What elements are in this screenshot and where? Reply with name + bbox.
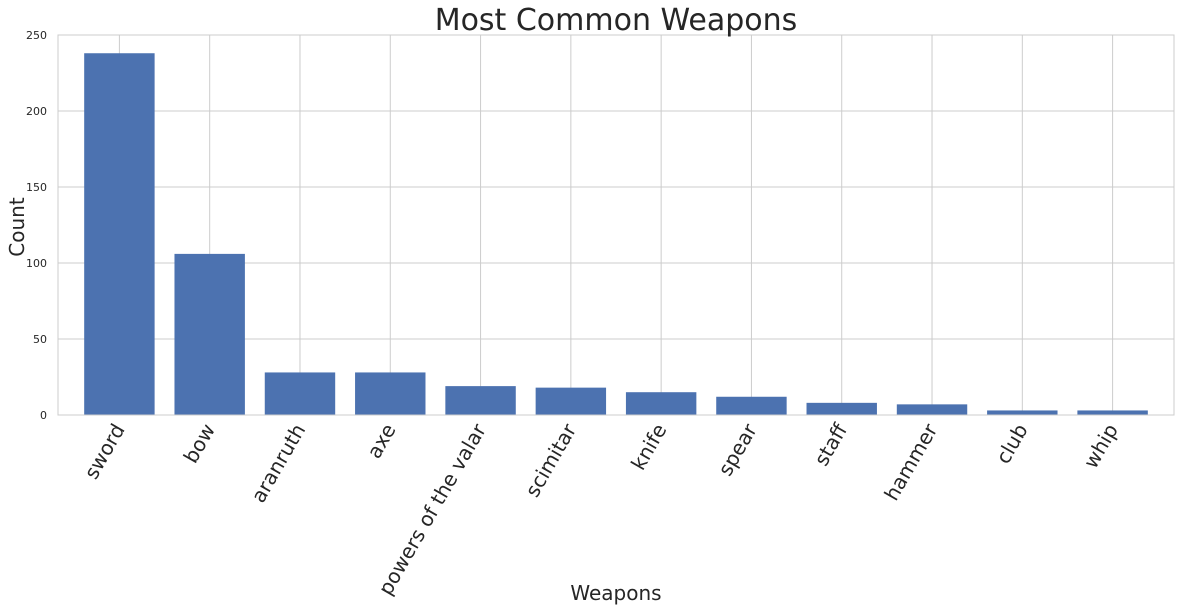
y-tick-label: 0 bbox=[40, 409, 47, 422]
x-tick-label: spear bbox=[713, 419, 762, 480]
x-tick-label: knife bbox=[626, 420, 671, 475]
y-axis-ticks: 0 50 100 150 200 250 bbox=[26, 29, 47, 422]
x-tick-label: whip bbox=[1078, 420, 1122, 473]
bar-spear bbox=[716, 396, 787, 415]
bars bbox=[84, 53, 1148, 416]
bar-bow bbox=[174, 253, 245, 415]
y-tick-label: 200 bbox=[26, 105, 47, 118]
y-axis-label: Count bbox=[5, 197, 29, 257]
x-tick-label: bow bbox=[179, 420, 220, 468]
bar-powers-of-the-valar bbox=[445, 386, 516, 415]
x-tick-label: sword bbox=[79, 420, 130, 484]
bar-club bbox=[987, 410, 1058, 415]
x-tick-label: staff bbox=[809, 418, 853, 469]
bar-whip bbox=[1077, 410, 1148, 415]
y-tick-label: 100 bbox=[26, 257, 47, 270]
bar-sword bbox=[84, 53, 155, 416]
y-tick-label: 150 bbox=[26, 181, 47, 194]
bar-knife bbox=[625, 392, 697, 415]
chart-title: Most Common Weapons bbox=[435, 3, 798, 38]
bar-hammer bbox=[896, 404, 968, 415]
x-tick-label: scimitar bbox=[520, 419, 581, 501]
bar-aranruth bbox=[264, 372, 336, 415]
x-tick-label: axe bbox=[362, 420, 401, 463]
x-tick-label: hammer bbox=[879, 419, 942, 505]
bar-scimitar bbox=[535, 387, 607, 415]
x-axis-label: Weapons bbox=[570, 581, 661, 605]
y-tick-label: 50 bbox=[33, 333, 47, 346]
plot-frame bbox=[57, 34, 1175, 416]
bar-staff bbox=[806, 402, 877, 415]
x-tick-label: club bbox=[991, 420, 1033, 468]
bar-axe bbox=[355, 372, 426, 415]
y-tick-label: 250 bbox=[26, 29, 47, 42]
x-tick-label: aranruth bbox=[246, 420, 310, 507]
